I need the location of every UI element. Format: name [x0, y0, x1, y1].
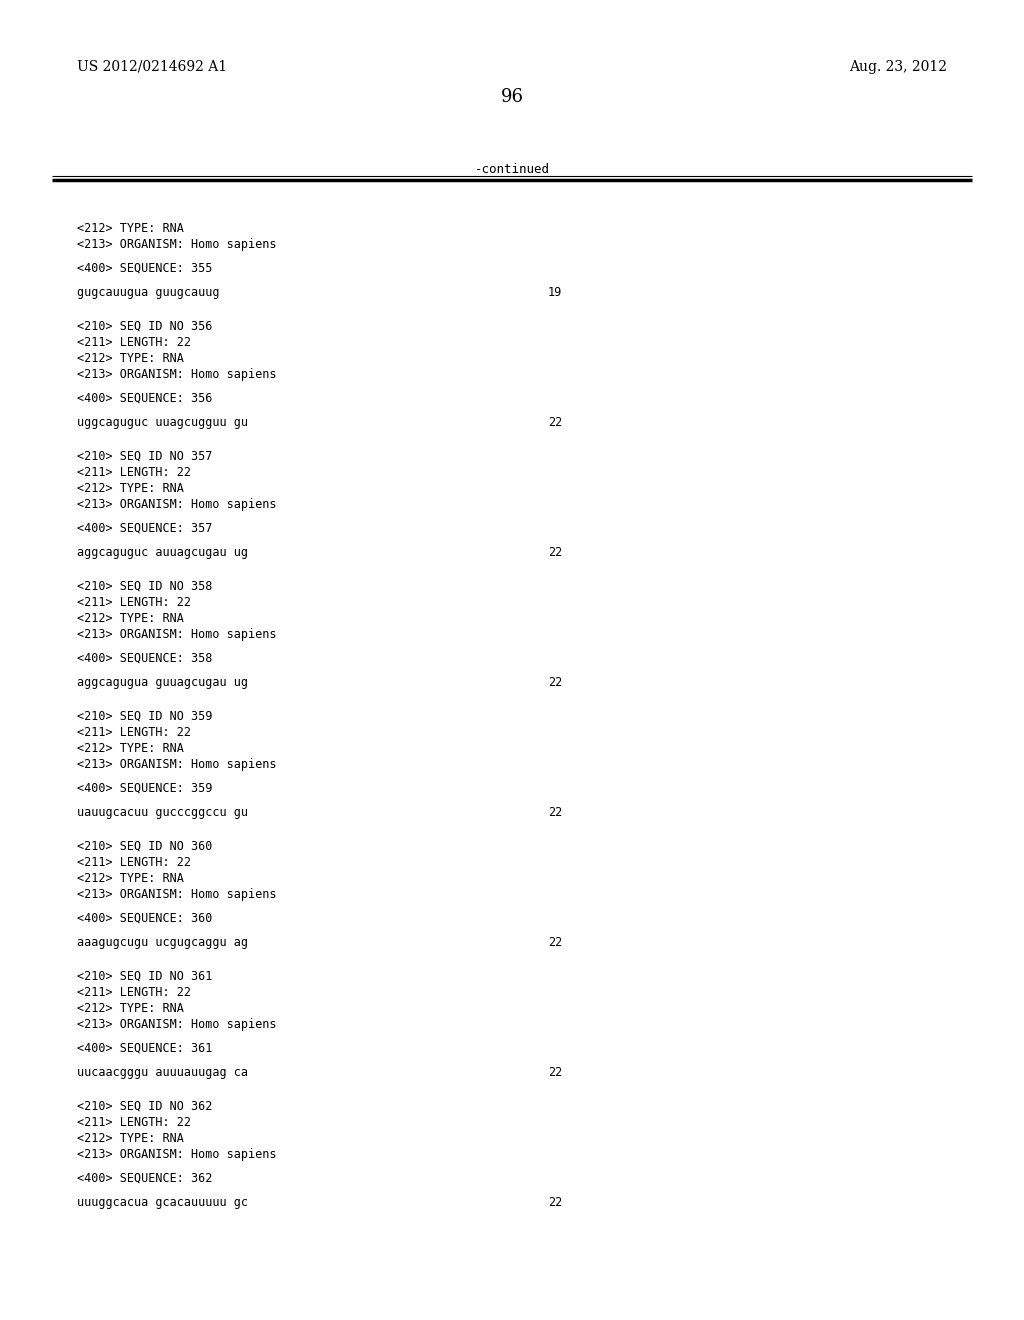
Text: <210> SEQ ID NO 359: <210> SEQ ID NO 359 — [77, 710, 212, 723]
Text: <213> ORGANISM: Homo sapiens: <213> ORGANISM: Homo sapiens — [77, 628, 276, 642]
Text: -continued: -continued — [474, 162, 550, 176]
Text: <210> SEQ ID NO 358: <210> SEQ ID NO 358 — [77, 579, 212, 593]
Text: <212> TYPE: RNA: <212> TYPE: RNA — [77, 1002, 184, 1015]
Text: gugcauugua guugcauug: gugcauugua guugcauug — [77, 286, 219, 300]
Text: <400> SEQUENCE: 359: <400> SEQUENCE: 359 — [77, 781, 212, 795]
Text: <212> TYPE: RNA: <212> TYPE: RNA — [77, 222, 184, 235]
Text: <213> ORGANISM: Homo sapiens: <213> ORGANISM: Homo sapiens — [77, 1018, 276, 1031]
Text: <210> SEQ ID NO 357: <210> SEQ ID NO 357 — [77, 450, 212, 463]
Text: <400> SEQUENCE: 357: <400> SEQUENCE: 357 — [77, 521, 212, 535]
Text: <213> ORGANISM: Homo sapiens: <213> ORGANISM: Homo sapiens — [77, 758, 276, 771]
Text: <211> LENGTH: 22: <211> LENGTH: 22 — [77, 986, 191, 999]
Text: 96: 96 — [501, 88, 523, 106]
Text: Aug. 23, 2012: Aug. 23, 2012 — [849, 59, 947, 74]
Text: 22: 22 — [548, 936, 562, 949]
Text: <212> TYPE: RNA: <212> TYPE: RNA — [77, 1133, 184, 1144]
Text: 22: 22 — [548, 1067, 562, 1078]
Text: <213> ORGANISM: Homo sapiens: <213> ORGANISM: Homo sapiens — [77, 368, 276, 381]
Text: <213> ORGANISM: Homo sapiens: <213> ORGANISM: Homo sapiens — [77, 1148, 276, 1162]
Text: <212> TYPE: RNA: <212> TYPE: RNA — [77, 873, 184, 884]
Text: <210> SEQ ID NO 360: <210> SEQ ID NO 360 — [77, 840, 212, 853]
Text: 22: 22 — [548, 807, 562, 818]
Text: 22: 22 — [548, 546, 562, 558]
Text: <212> TYPE: RNA: <212> TYPE: RNA — [77, 612, 184, 624]
Text: <212> TYPE: RNA: <212> TYPE: RNA — [77, 482, 184, 495]
Text: uuuggcacua gcacauuuuu gc: uuuggcacua gcacauuuuu gc — [77, 1196, 248, 1209]
Text: <211> LENGTH: 22: <211> LENGTH: 22 — [77, 597, 191, 609]
Text: <210> SEQ ID NO 361: <210> SEQ ID NO 361 — [77, 970, 212, 983]
Text: aaagugcugu ucgugcaggu ag: aaagugcugu ucgugcaggu ag — [77, 936, 248, 949]
Text: <212> TYPE: RNA: <212> TYPE: RNA — [77, 742, 184, 755]
Text: <211> LENGTH: 22: <211> LENGTH: 22 — [77, 337, 191, 348]
Text: 22: 22 — [548, 416, 562, 429]
Text: uauugcacuu gucccggccu gu: uauugcacuu gucccggccu gu — [77, 807, 248, 818]
Text: <211> LENGTH: 22: <211> LENGTH: 22 — [77, 1115, 191, 1129]
Text: 19: 19 — [548, 286, 562, 300]
Text: <211> LENGTH: 22: <211> LENGTH: 22 — [77, 726, 191, 739]
Text: 22: 22 — [548, 1196, 562, 1209]
Text: <400> SEQUENCE: 358: <400> SEQUENCE: 358 — [77, 652, 212, 665]
Text: <210> SEQ ID NO 356: <210> SEQ ID NO 356 — [77, 319, 212, 333]
Text: <400> SEQUENCE: 360: <400> SEQUENCE: 360 — [77, 912, 212, 925]
Text: aggcaguguc auuagcugau ug: aggcaguguc auuagcugau ug — [77, 546, 248, 558]
Text: uucaacgggu auuuauugag ca: uucaacgggu auuuauugag ca — [77, 1067, 248, 1078]
Text: uggcaguguc uuagcugguu gu: uggcaguguc uuagcugguu gu — [77, 416, 248, 429]
Text: <210> SEQ ID NO 362: <210> SEQ ID NO 362 — [77, 1100, 212, 1113]
Text: <213> ORGANISM: Homo sapiens: <213> ORGANISM: Homo sapiens — [77, 888, 276, 902]
Text: <400> SEQUENCE: 361: <400> SEQUENCE: 361 — [77, 1041, 212, 1055]
Text: <213> ORGANISM: Homo sapiens: <213> ORGANISM: Homo sapiens — [77, 238, 276, 251]
Text: <211> LENGTH: 22: <211> LENGTH: 22 — [77, 855, 191, 869]
Text: <400> SEQUENCE: 355: <400> SEQUENCE: 355 — [77, 261, 212, 275]
Text: US 2012/0214692 A1: US 2012/0214692 A1 — [77, 59, 227, 74]
Text: <212> TYPE: RNA: <212> TYPE: RNA — [77, 352, 184, 366]
Text: <400> SEQUENCE: 356: <400> SEQUENCE: 356 — [77, 392, 212, 405]
Text: <213> ORGANISM: Homo sapiens: <213> ORGANISM: Homo sapiens — [77, 498, 276, 511]
Text: 22: 22 — [548, 676, 562, 689]
Text: aggcagugua guuagcugau ug: aggcagugua guuagcugau ug — [77, 676, 248, 689]
Text: <400> SEQUENCE: 362: <400> SEQUENCE: 362 — [77, 1172, 212, 1185]
Text: <211> LENGTH: 22: <211> LENGTH: 22 — [77, 466, 191, 479]
